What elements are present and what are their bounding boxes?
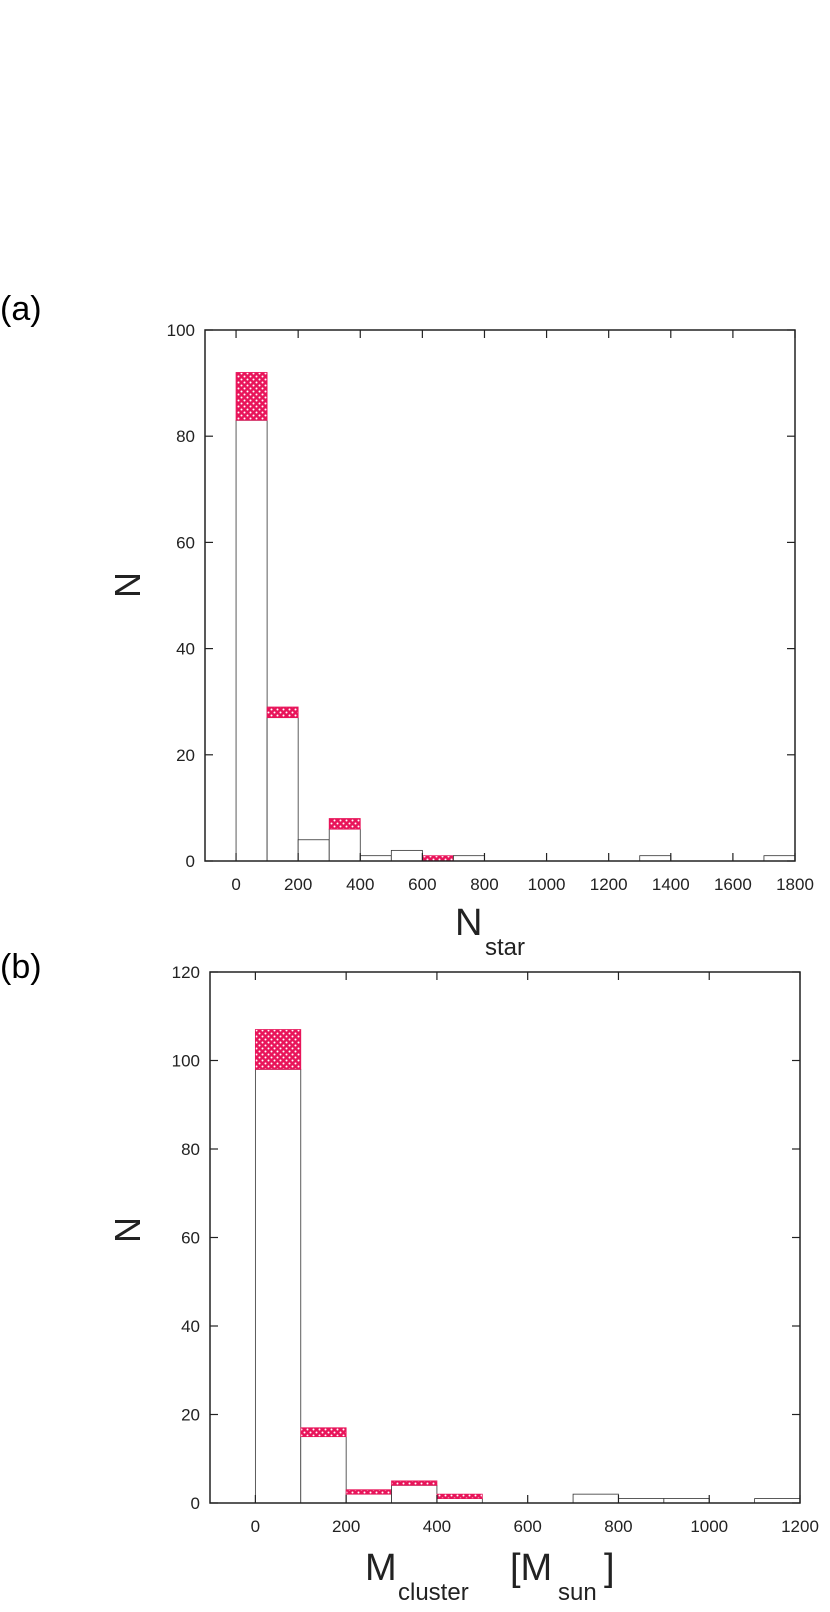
x-tick-label: 1600 <box>714 875 752 894</box>
y-tick-label: 80 <box>181 1140 200 1159</box>
y-axis-label-b: N <box>107 1217 148 1243</box>
bar-base <box>328 828 361 862</box>
bar-stacked <box>345 1489 392 1495</box>
histogram-panel-a: (a) 0 200 400 600 800 1000 1200 1400 1600 1800 0 20… <box>0 290 814 961</box>
bar-stacked <box>421 855 454 862</box>
x-tick-label: 1000 <box>528 875 566 894</box>
bar-stacked <box>254 1029 302 1070</box>
x-tick-label: 1000 <box>690 1517 728 1536</box>
bar-base <box>345 1493 392 1504</box>
y-tick-label: 120 <box>172 963 200 982</box>
bar-base <box>359 855 392 862</box>
x-tick-label: 800 <box>604 1517 632 1536</box>
bar-base <box>266 717 299 862</box>
bar-base <box>763 855 796 862</box>
x-tick-label: 200 <box>332 1517 360 1536</box>
bar-stacked <box>235 372 268 421</box>
x-tick-label: 1800 <box>776 875 814 894</box>
y-tick-label: 40 <box>176 640 195 659</box>
x-axis-label-b: M cluster [M sun ] <box>365 1547 615 1606</box>
bar-stacked <box>436 1493 483 1499</box>
x-tick-label: 0 <box>251 1517 260 1536</box>
bar-base <box>572 1493 619 1504</box>
x-tick-label: 400 <box>423 1517 451 1536</box>
bar-base <box>254 1068 302 1504</box>
bar-stacked <box>300 1427 347 1438</box>
x-tick-label: 0 <box>231 875 240 894</box>
ticks-panel-a: 0 200 400 600 800 1000 1200 1400 1600 1800 0 20 40 60… <box>167 321 814 894</box>
bar-base <box>300 1436 347 1504</box>
x-axis-label-b-close: ] <box>604 1547 615 1589</box>
x-tick-label: 1200 <box>590 875 628 894</box>
plot-frame-a <box>204 329 796 862</box>
x-tick-label: 600 <box>514 1517 542 1536</box>
bar-base <box>235 419 268 862</box>
bar-stacked <box>391 1480 438 1486</box>
y-tick-label: 60 <box>181 1229 200 1248</box>
y-axis-label-a: N <box>107 572 148 598</box>
ticks-panel-b: 0 200 400 600 800 1000 1200 0 20 40 60 80 100 120 <box>172 963 819 1536</box>
x-tick-label: 1400 <box>652 875 690 894</box>
bars-panel-a <box>235 372 796 862</box>
x-axis-label-b-sub: cluster <box>398 1579 469 1606</box>
y-tick-label: 20 <box>176 746 195 765</box>
x-tick-label: 400 <box>346 875 374 894</box>
y-tick-label: 60 <box>176 533 195 552</box>
bars-panel-b <box>254 1029 801 1504</box>
bar-base <box>297 839 330 862</box>
panel-label-a: (a) <box>0 290 42 328</box>
x-axis-label-a: N star <box>455 902 525 961</box>
x-axis-label-a-main: N <box>455 902 482 944</box>
panel-label-b: (b) <box>0 948 42 986</box>
y-tick-label: 40 <box>181 1317 200 1336</box>
y-tick-label: 0 <box>186 852 195 871</box>
x-axis-label-b-sub2: sun <box>558 1579 597 1606</box>
bar-base <box>639 855 672 862</box>
x-tick-label: 600 <box>408 875 436 894</box>
histogram-panel-b: (b) 0 200 400 600 800 1000 1200 0 20 40 60 80 100 120… <box>0 948 819 1606</box>
x-tick-label: 1200 <box>781 1517 819 1536</box>
bar-base <box>453 855 485 862</box>
x-axis-label-b-main: M <box>365 1547 397 1589</box>
y-tick-label: 0 <box>191 1494 200 1513</box>
bar-base <box>390 849 423 862</box>
y-tick-label: 100 <box>167 321 195 340</box>
y-tick-label: 100 <box>172 1052 200 1071</box>
bar-stacked <box>266 706 299 719</box>
x-tick-label: 200 <box>284 875 312 894</box>
y-tick-label: 20 <box>181 1406 200 1425</box>
x-tick-label: 800 <box>470 875 498 894</box>
x-axis-label-b-main2: [M <box>510 1547 552 1589</box>
x-axis-label-a-sub: star <box>485 934 525 961</box>
bar-base <box>391 1484 438 1504</box>
bar-stacked <box>328 818 361 830</box>
y-tick-label: 80 <box>176 427 195 446</box>
